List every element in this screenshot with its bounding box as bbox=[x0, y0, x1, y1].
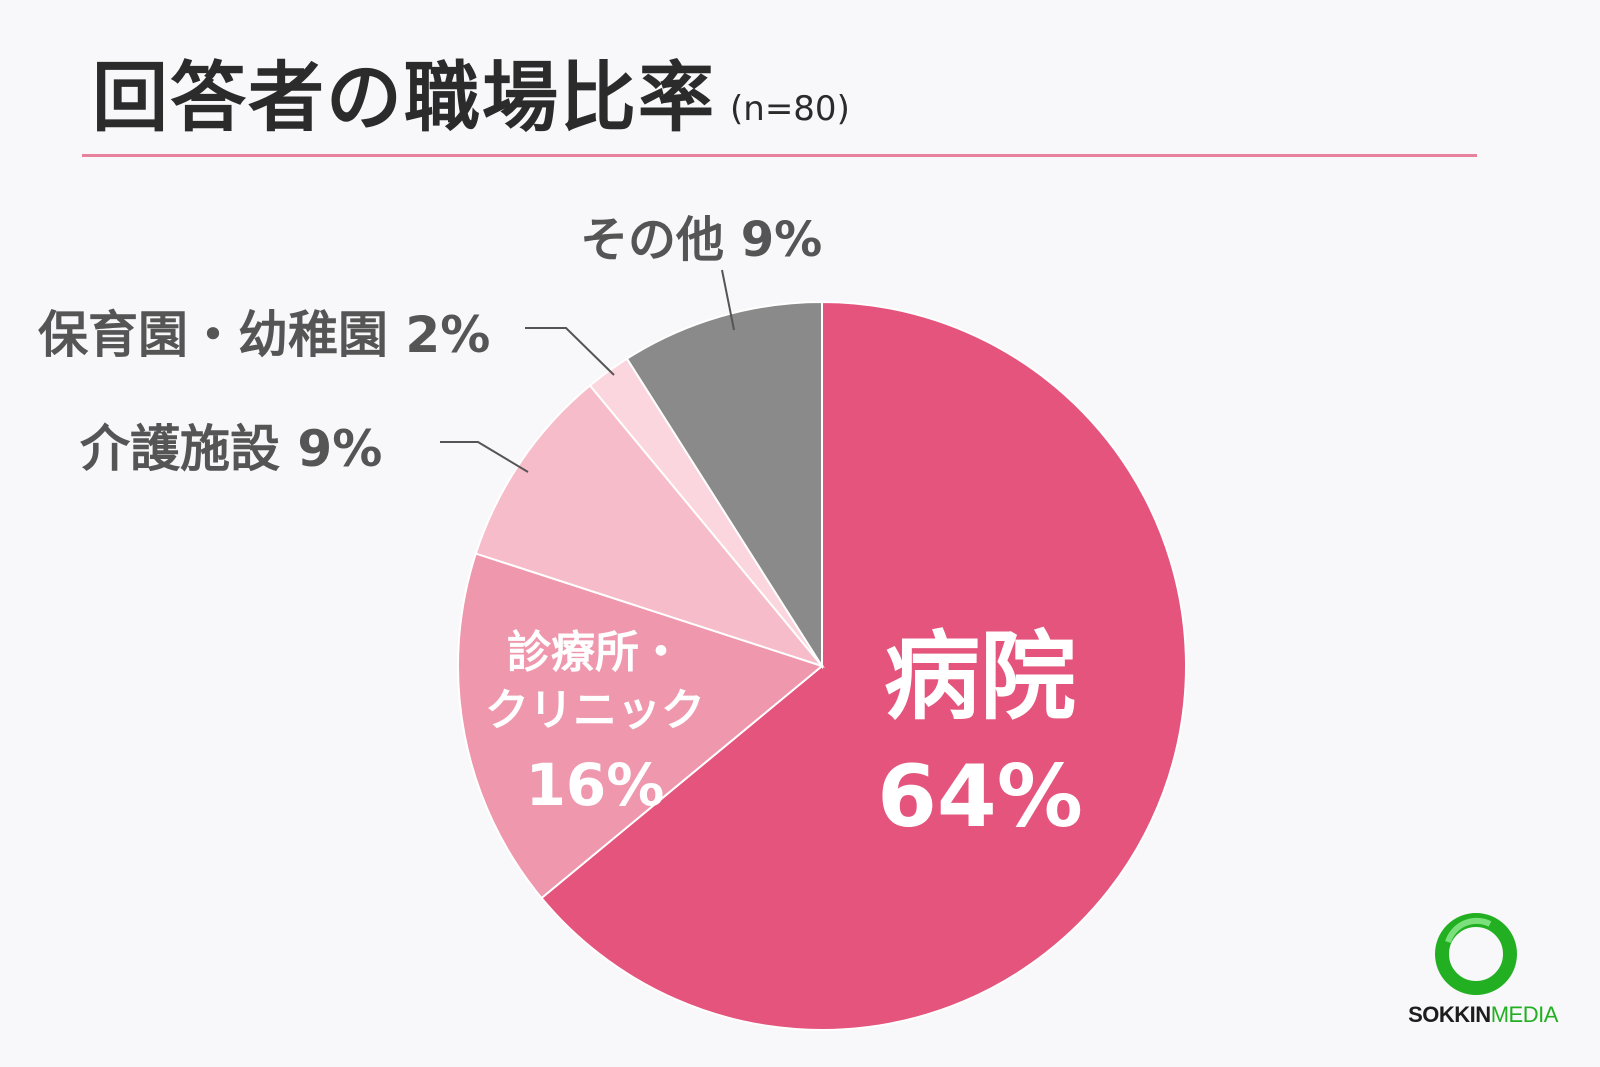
slice-other-label-line-1: その他 9% bbox=[580, 212, 822, 268]
slice-clinic-label-line-1: 診療所・ bbox=[507, 627, 683, 678]
chart-subtitle: (n=80) bbox=[730, 89, 850, 129]
slice-hospital-label-line-1: 病院 bbox=[884, 621, 1076, 733]
slice-hospital bbox=[540, 300, 1187, 1031]
slice-other-leader-line bbox=[721, 269, 735, 331]
logo-ring-icon bbox=[1435, 913, 1517, 995]
logo-wordmark: SOKKINMEDIA bbox=[1408, 1002, 1558, 1027]
slice-clinic-label-line-3: 16% bbox=[526, 751, 665, 819]
slice-care-facility-label-line-1: 介護施設 9% bbox=[80, 420, 382, 478]
slice-nursery-leader-line bbox=[525, 327, 615, 376]
title-underline bbox=[82, 154, 1477, 157]
slice-clinic bbox=[457, 552, 825, 900]
slice-clinic-label-line-2: クリニック bbox=[485, 685, 705, 736]
slice-nursery-label-line-1: 保育園・幼稚園 2% bbox=[38, 306, 490, 364]
slice-care-facility-leader-line bbox=[440, 441, 529, 473]
slice-hospital-label-line-2: 64% bbox=[877, 747, 1083, 847]
slice-other bbox=[625, 300, 823, 670]
chart-title: 回答者の職場比率 (n=80) bbox=[92, 53, 850, 142]
slice-care-facility bbox=[474, 384, 825, 669]
sokkin-media-logo: SOKKINMEDIA bbox=[1394, 912, 1572, 1032]
